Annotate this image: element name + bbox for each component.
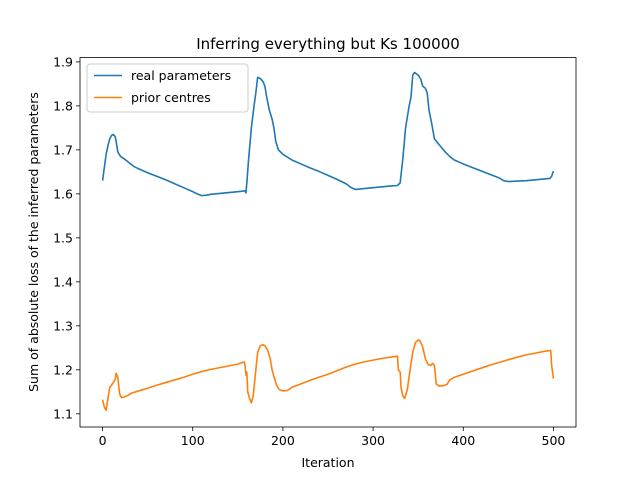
legend-box (86, 63, 249, 113)
y-tick-label: 1.9 (53, 54, 73, 69)
axes-frame (79, 57, 577, 428)
x-tick-label: 0 (99, 433, 107, 448)
chart-title: Inferring everything but Ks 100000 (196, 35, 460, 53)
y-tick-label: 1.8 (53, 98, 73, 113)
series-line-real-parameters (101, 71, 555, 197)
y-tick-label: 1.7 (53, 142, 73, 157)
y-tick-label: 1.1 (53, 406, 73, 421)
legend-label-prior-centres: prior centres (131, 90, 211, 105)
x-tick-label: 400 (451, 433, 475, 448)
x-tick-label: 500 (542, 433, 566, 448)
y-axis: 1.1 1.2 1.3 1.4 1.5 1.6 1.7 1.8 1.9 (53, 54, 80, 421)
y-axis-label: Sum of absolute loss of the inferred par… (26, 92, 41, 392)
x-tick-label: 200 (271, 433, 295, 448)
y-tick-label: 1.5 (53, 230, 73, 245)
legend-label-real-parameters: real parameters (131, 68, 231, 83)
y-tick-label: 1.6 (53, 186, 73, 201)
plot-area (101, 71, 555, 412)
x-tick-label: 100 (181, 433, 205, 448)
y-tick-label: 1.2 (53, 362, 73, 377)
legend: real parameters prior centres (86, 63, 249, 113)
x-axis: 0 100 200 300 400 500 (99, 427, 566, 448)
series-line-prior-centres (101, 339, 555, 412)
y-tick-label: 1.3 (53, 318, 73, 333)
x-axis-label: Iteration (301, 455, 354, 470)
x-tick-label: 300 (361, 433, 385, 448)
y-tick-label: 1.4 (53, 274, 73, 289)
